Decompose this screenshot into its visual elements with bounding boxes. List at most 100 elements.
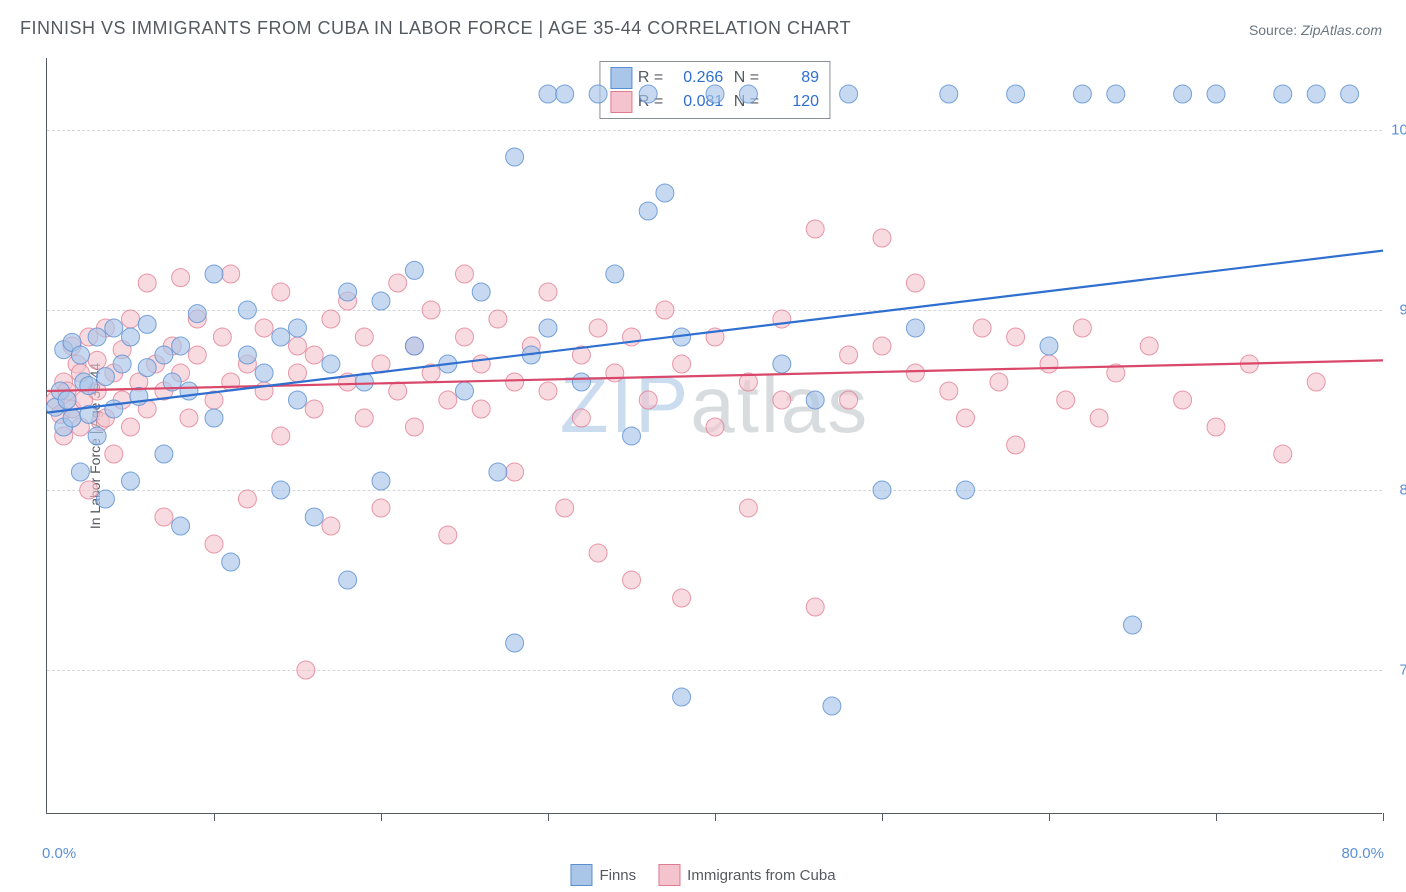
data-point: [572, 373, 590, 391]
data-point: [589, 85, 607, 103]
data-point: [305, 508, 323, 526]
data-point: [539, 382, 557, 400]
data-point: [639, 202, 657, 220]
data-point: [289, 337, 307, 355]
data-point: [990, 373, 1008, 391]
data-point: [489, 310, 507, 328]
data-point: [96, 368, 114, 386]
data-point: [873, 229, 891, 247]
y-tick-label: 100.0%: [1387, 122, 1406, 139]
data-point: [238, 490, 256, 508]
data-point: [289, 364, 307, 382]
data-point: [238, 301, 256, 319]
data-point: [405, 418, 423, 436]
data-point: [623, 427, 641, 445]
data-point: [238, 346, 256, 364]
data-point: [372, 292, 390, 310]
data-point: [539, 319, 557, 337]
data-point: [489, 463, 507, 481]
source-value: ZipAtlas.com: [1301, 22, 1382, 38]
data-point: [105, 319, 123, 337]
data-point: [138, 315, 156, 333]
data-point: [773, 391, 791, 409]
data-point: [305, 346, 323, 364]
data-point: [1140, 337, 1158, 355]
data-point: [1040, 355, 1058, 373]
data-point: [606, 265, 624, 283]
data-point: [405, 261, 423, 279]
data-point: [138, 274, 156, 292]
data-point: [472, 283, 490, 301]
data-point: [840, 346, 858, 364]
data-point: [113, 355, 131, 373]
x-tick: [1216, 813, 1217, 821]
data-point: [255, 364, 273, 382]
data-point: [272, 481, 290, 499]
data-point: [1107, 85, 1125, 103]
legend-label-finns: Finns: [599, 867, 636, 884]
data-point: [339, 283, 357, 301]
data-point: [180, 409, 198, 427]
data-point: [355, 409, 373, 427]
x-tick-label-max: 80.0%: [1341, 845, 1384, 862]
data-point: [1274, 85, 1292, 103]
data-point: [322, 517, 340, 535]
data-point: [623, 571, 641, 589]
data-point: [272, 328, 290, 346]
data-point: [88, 328, 106, 346]
legend-item-finns: Finns: [570, 864, 636, 886]
data-point: [122, 328, 140, 346]
data-point: [88, 427, 106, 445]
data-point: [322, 310, 340, 328]
data-point: [405, 337, 423, 355]
data-point: [1007, 436, 1025, 454]
data-point: [222, 265, 240, 283]
y-tick-label: 90.0%: [1387, 302, 1406, 319]
data-point: [472, 400, 490, 418]
x-tick: [214, 813, 215, 821]
data-point: [80, 377, 98, 395]
data-point: [1341, 85, 1359, 103]
data-point: [957, 409, 975, 427]
data-point: [222, 373, 240, 391]
data-point: [372, 499, 390, 517]
data-point: [1307, 85, 1325, 103]
data-point: [122, 310, 140, 328]
scatter-svg: [47, 58, 1382, 813]
y-tick-label: 70.0%: [1387, 662, 1406, 679]
data-point: [1007, 328, 1025, 346]
data-point: [180, 382, 198, 400]
data-point: [213, 328, 231, 346]
data-point: [155, 508, 173, 526]
data-point: [506, 634, 524, 652]
data-point: [138, 359, 156, 377]
data-point: [155, 346, 173, 364]
data-point: [172, 337, 190, 355]
data-point: [706, 418, 724, 436]
data-point: [572, 409, 590, 427]
chart-title: FINNISH VS IMMIGRANTS FROM CUBA IN LABOR…: [20, 18, 851, 39]
swatch-finns-icon: [570, 864, 592, 886]
data-point: [739, 85, 757, 103]
data-point: [539, 283, 557, 301]
plot-area: ZIPatlas 70.0%80.0%90.0%100.0% R = 0.266…: [46, 58, 1382, 814]
data-point: [88, 351, 106, 369]
source-credit: Source: ZipAtlas.com: [1249, 22, 1382, 38]
data-point: [1057, 391, 1075, 409]
data-point: [873, 481, 891, 499]
data-point: [773, 355, 791, 373]
data-point: [71, 346, 89, 364]
data-point: [589, 319, 607, 337]
x-tick-label-min: 0.0%: [42, 845, 76, 862]
data-point: [539, 85, 557, 103]
data-point: [906, 274, 924, 292]
data-point: [456, 382, 474, 400]
data-point: [63, 409, 81, 427]
data-point: [656, 301, 674, 319]
data-point: [71, 463, 89, 481]
data-point: [372, 472, 390, 490]
data-point: [222, 553, 240, 571]
data-point: [906, 364, 924, 382]
data-point: [172, 269, 190, 287]
data-point: [188, 346, 206, 364]
